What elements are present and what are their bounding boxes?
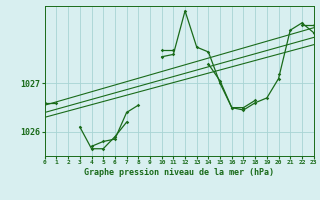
- X-axis label: Graphe pression niveau de la mer (hPa): Graphe pression niveau de la mer (hPa): [84, 168, 274, 177]
